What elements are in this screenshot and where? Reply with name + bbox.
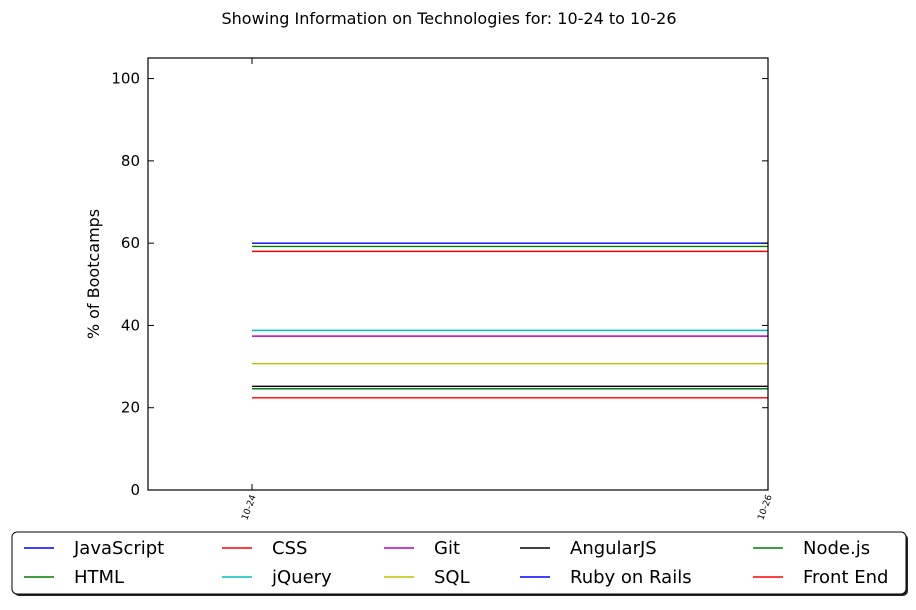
legend-label: AngularJS	[570, 538, 657, 559]
series-layer	[252, 242, 768, 399]
y-tick-label: 100	[111, 70, 140, 88]
y-tick-label: 20	[121, 399, 140, 417]
x-tick-label: 10-26	[756, 493, 774, 521]
y-tick-label: 0	[130, 481, 140, 499]
y-axis-label: % of Bootcamps	[84, 209, 103, 339]
y-tick-label: 60	[121, 234, 140, 252]
chart-title: Showing Information on Technologies for:…	[222, 9, 677, 28]
x-tick-label: 10-24	[240, 493, 258, 521]
legend-label: Git	[434, 538, 460, 559]
legend-label: Ruby on Rails	[570, 567, 692, 588]
legend-label: JavaScript	[73, 538, 164, 559]
plot-frame	[147, 57, 769, 491]
legend-label: Front End	[803, 567, 888, 588]
y-tick-label: 40	[121, 316, 140, 334]
legend-label: jQuery	[271, 567, 332, 588]
legend: JavaScript HTML CSS jQuery Git SQL AngularJS Ru…	[11, 531, 908, 596]
axes-layer: 0 20 40 60 80 100 10-24 10-26	[111, 57, 775, 522]
legend-label: CSS	[272, 538, 307, 559]
legend-label: SQL	[434, 567, 470, 588]
legend-label: HTML	[74, 567, 124, 588]
legend-label: Node.js	[803, 538, 870, 559]
y-tick-label: 80	[121, 152, 140, 170]
